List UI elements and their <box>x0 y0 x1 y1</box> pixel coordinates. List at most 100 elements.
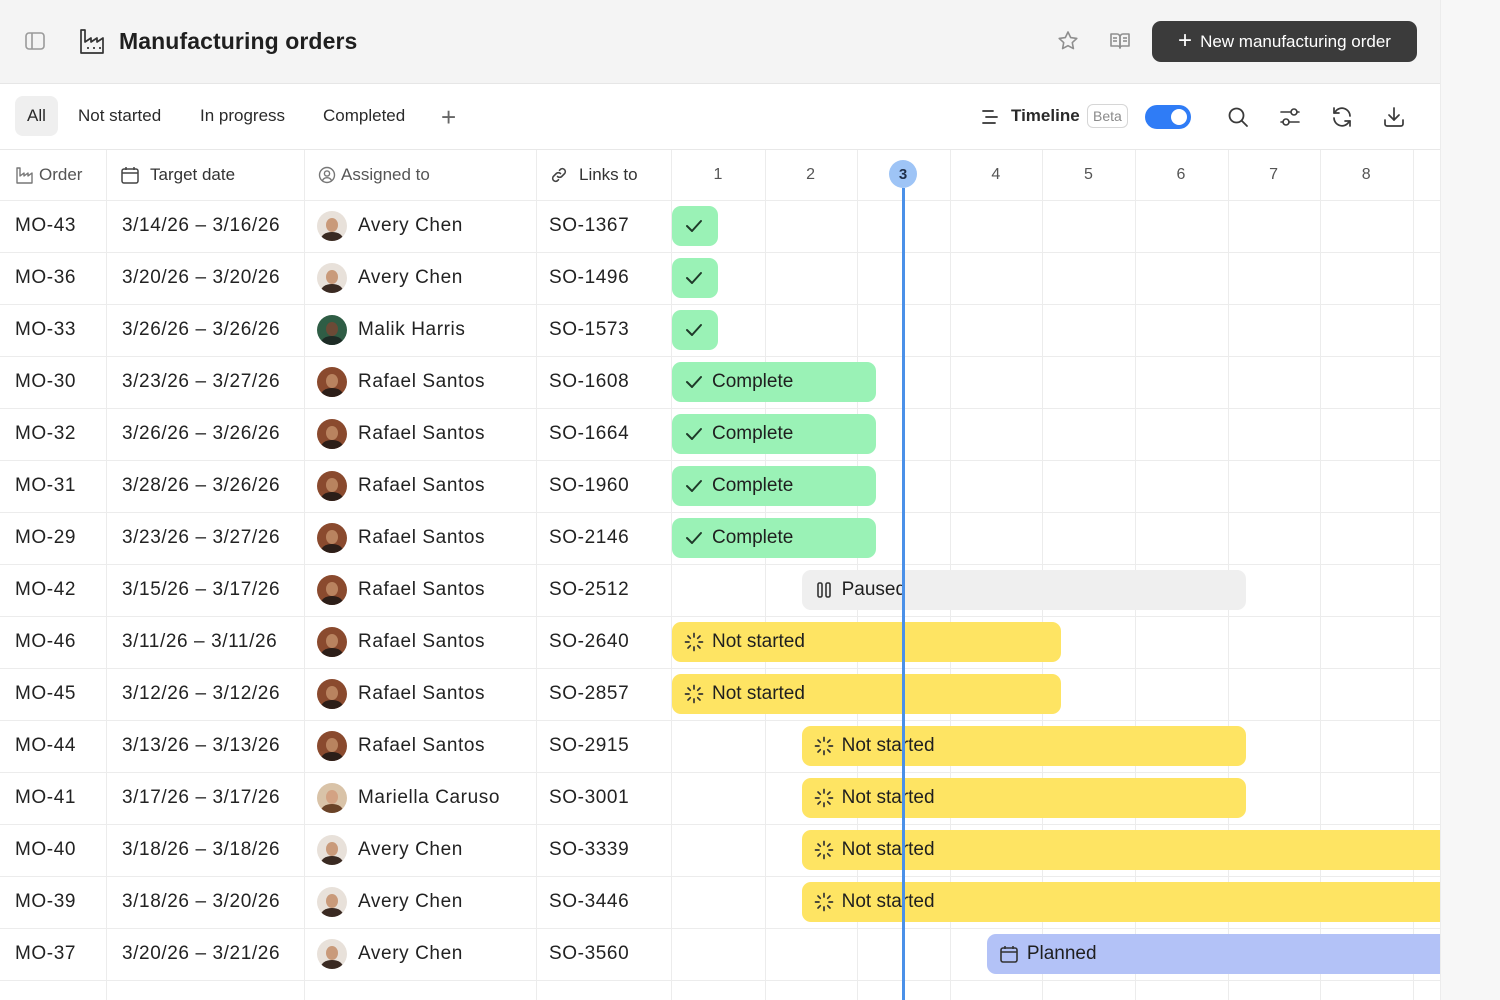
order-id[interactable]: MO-39 <box>15 891 77 912</box>
timeline-bar-complete[interactable]: Complete <box>672 466 876 506</box>
timeline-bar-not-started[interactable]: Not started <box>801 778 1247 818</box>
order-id[interactable]: MO-40 <box>15 839 77 860</box>
assignee-cell[interactable]: Avery Chen <box>317 824 463 876</box>
assignee-cell[interactable]: Rafael Santos <box>317 408 485 460</box>
row-divider <box>0 928 1440 929</box>
timeline-bar-complete[interactable] <box>672 310 719 350</box>
timeline-bar-label: Not started <box>841 735 935 756</box>
tab-all[interactable]: All <box>15 96 58 136</box>
timeline-bar-complete[interactable]: Complete <box>672 414 876 454</box>
tab-completed[interactable]: Completed <box>323 106 406 125</box>
column-header-order[interactable]: Order <box>15 150 82 200</box>
linked-sales-order[interactable]: SO-1496 <box>549 267 630 288</box>
order-id[interactable]: MO-43 <box>15 215 77 236</box>
assignee-cell[interactable]: Avery Chen <box>317 252 463 304</box>
assignee-cell[interactable]: Rafael Santos <box>317 668 485 720</box>
timeline-bar-not-started[interactable]: Not started <box>801 726 1247 766</box>
assignee-cell[interactable]: Rafael Santos <box>317 720 485 772</box>
order-id[interactable]: MO-45 <box>15 683 77 704</box>
order-id[interactable]: MO-31 <box>15 475 77 496</box>
new-manufacturing-order-button[interactable]: + New manufacturing order <box>1152 21 1417 62</box>
linked-sales-order[interactable]: SO-1960 <box>549 475 630 496</box>
target-date: 3/18/26 – 3/18/26 <box>122 839 281 860</box>
order-id[interactable]: MO-36 <box>15 267 77 288</box>
tab-in-progress[interactable]: In progress <box>200 106 286 125</box>
assignee-cell[interactable]: Rafael Santos <box>317 616 485 668</box>
linked-sales-order[interactable]: SO-3446 <box>549 891 630 912</box>
book-icon[interactable] <box>1108 29 1132 53</box>
assignee-cell[interactable]: Rafael Santos <box>317 356 485 408</box>
linked-sales-order[interactable]: SO-2915 <box>549 735 630 756</box>
order-id[interactable]: MO-41 <box>15 787 77 808</box>
avatar <box>317 263 347 293</box>
filter-sliders-icon[interactable] <box>1278 105 1302 129</box>
avatar <box>317 575 347 605</box>
add-tab-button[interactable]: + <box>441 102 457 132</box>
linked-sales-order[interactable]: SO-2146 <box>549 527 630 548</box>
order-id[interactable]: MO-37 <box>15 943 77 964</box>
linked-sales-order[interactable]: SO-2857 <box>549 683 630 704</box>
timeline-bar-complete[interactable]: Complete <box>672 362 876 402</box>
linked-sales-order[interactable]: SO-2512 <box>549 579 630 600</box>
order-id[interactable]: MO-46 <box>15 631 77 652</box>
order-id[interactable]: MO-44 <box>15 735 77 756</box>
linked-sales-order[interactable]: SO-1608 <box>549 371 630 392</box>
timeline-toggle[interactable] <box>1145 105 1191 129</box>
timeline-bar-not-started[interactable]: Not started <box>801 830 1440 870</box>
timeline-bar-complete[interactable] <box>672 258 719 298</box>
assignee-cell[interactable]: Rafael Santos <box>317 512 485 564</box>
linked-sales-order[interactable]: SO-3560 <box>549 943 630 964</box>
timeline-bar-label: Complete <box>712 475 794 496</box>
linked-sales-order[interactable]: SO-1664 <box>549 423 630 444</box>
timeline-bar-paused[interactable]: Paused <box>801 570 1247 610</box>
refresh-icon[interactable] <box>1330 105 1354 129</box>
target-date: 3/23/26 – 3/27/26 <box>122 371 281 392</box>
sidebar-toggle-icon[interactable] <box>24 30 46 52</box>
timeline-bar-not-started[interactable]: Not started <box>672 674 1061 714</box>
assignee-cell[interactable]: Avery Chen <box>317 200 463 252</box>
column-header-target-date[interactable]: Target date <box>120 150 235 200</box>
linked-sales-order[interactable]: SO-3001 <box>549 787 630 808</box>
search-icon[interactable] <box>1226 105 1250 129</box>
row-divider <box>0 980 1440 981</box>
assignee-cell[interactable]: Avery Chen <box>317 928 463 980</box>
column-header-links-to[interactable]: Links to <box>549 150 638 200</box>
assignee-cell[interactable]: Avery Chen <box>317 876 463 928</box>
loading-spinner-icon <box>814 736 833 756</box>
view-toolbar <box>0 84 1440 150</box>
timeline-bar-planned[interactable]: Planned <box>986 934 1440 974</box>
order-id[interactable]: MO-33 <box>15 319 77 340</box>
assignee-cell[interactable]: Malik Harris <box>317 304 465 356</box>
star-icon[interactable] <box>1056 29 1080 53</box>
timeline-bar-not-started[interactable]: Not started <box>801 882 1440 922</box>
download-icon[interactable] <box>1382 105 1406 129</box>
order-id[interactable]: MO-30 <box>15 371 77 392</box>
timeline-bar-complete[interactable] <box>672 206 719 246</box>
avatar <box>317 211 347 241</box>
timeline-bar-not-started[interactable]: Not started <box>672 622 1061 662</box>
assignee-name: Rafael Santos <box>358 527 486 548</box>
avatar <box>317 315 347 345</box>
timeline-bar-complete[interactable]: Complete <box>672 518 876 558</box>
row-divider <box>0 668 1440 669</box>
linked-sales-order[interactable]: SO-1367 <box>549 215 630 236</box>
target-date: 3/12/26 – 3/12/26 <box>122 683 281 704</box>
column-header-assigned-to[interactable]: Assigned to <box>317 150 430 200</box>
target-date: 3/28/26 – 3/26/26 <box>122 475 281 496</box>
linked-sales-order[interactable]: SO-2640 <box>549 631 630 652</box>
tab-not-started[interactable]: Not started <box>78 106 162 125</box>
order-id[interactable]: MO-29 <box>15 527 77 548</box>
timeline-bar-label: Paused <box>841 579 907 600</box>
factory-icon <box>80 29 104 54</box>
assignee-cell[interactable]: Mariella Caruso <box>317 772 500 824</box>
assignee-cell[interactable]: Rafael Santos <box>317 460 485 512</box>
order-id[interactable]: MO-32 <box>15 423 77 444</box>
avatar <box>317 939 347 969</box>
timeline-bar-label: Not started <box>712 631 805 652</box>
pause-icon <box>816 582 831 598</box>
target-date: 3/20/26 – 3/21/26 <box>122 943 281 964</box>
order-id[interactable]: MO-42 <box>15 579 77 600</box>
assignee-cell[interactable]: Rafael Santos <box>317 564 485 616</box>
linked-sales-order[interactable]: SO-3339 <box>549 839 630 860</box>
linked-sales-order[interactable]: SO-1573 <box>549 319 630 340</box>
